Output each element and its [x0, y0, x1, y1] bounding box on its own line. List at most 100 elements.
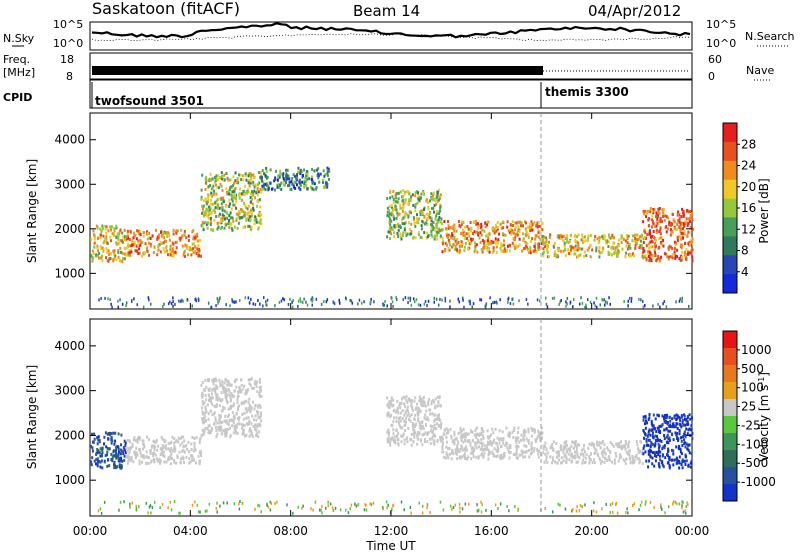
velocity-echo-cell [255, 382, 258, 386]
power-echo-cell [280, 187, 283, 191]
power-echo-cell [168, 238, 171, 242]
velocity-echo-cell [170, 447, 173, 450]
velocity-echo-cell [95, 457, 98, 461]
power-echo-cell [493, 231, 496, 235]
power-echo-cell [454, 239, 457, 243]
power-echo-cell [651, 214, 654, 218]
velocity-echo-cell [114, 431, 117, 435]
power-echo-cell [220, 219, 223, 223]
velocity-echo-cell [470, 451, 473, 455]
velocity-echo-cell [171, 435, 174, 439]
velocity-echo-cell [217, 426, 220, 429]
velocity-echo-cell [235, 431, 238, 434]
power-echo-cell [193, 242, 196, 246]
power-echo-cell [263, 172, 266, 176]
power-echo-cell [446, 234, 449, 238]
power-echo-cell [666, 227, 669, 231]
velocity-echo-cell [669, 423, 672, 427]
velocity-echo-cell [222, 429, 225, 433]
velocity-noise-cell [468, 502, 470, 506]
power-echo-cell [225, 204, 228, 208]
velocity-echo-cell [669, 425, 672, 429]
velocity-echo-cell [202, 411, 205, 415]
power-echo-cell [574, 244, 577, 248]
velocity-noise-cell [386, 506, 388, 510]
velocity-echo-cell [448, 447, 451, 451]
power-echo-cell [501, 220, 504, 224]
velocity-echo-cell [422, 404, 425, 408]
velocity-echo-cell [231, 411, 234, 415]
velocity-echo-cell [556, 454, 559, 458]
power-echo-cell [216, 227, 219, 231]
power-echo-cell [324, 173, 327, 176]
velocity-echo-cell [575, 460, 578, 464]
velocity-echo-cell [660, 440, 663, 443]
velocity-echo-cell [136, 453, 139, 457]
velocity-echo-cell [208, 387, 211, 391]
noise-left-tick-bottom: 10^0 [53, 37, 83, 50]
velocity-noise-cell [215, 506, 218, 510]
power-echo-cell [176, 229, 179, 233]
velocity-echo-cell [565, 461, 568, 464]
velocity-echo-cell [486, 443, 489, 447]
velocity-echo-cell [644, 426, 647, 430]
power-echo-cell [419, 213, 422, 217]
velocity-echo-cell [672, 438, 675, 442]
power-echo-cell [130, 248, 133, 252]
velocity-echo-cell [191, 455, 194, 459]
power-echo-cell [479, 231, 482, 235]
velocity-echo-cell [428, 408, 431, 412]
power-echo-cell [502, 226, 505, 230]
velocity-noise-cell [269, 508, 272, 512]
power-echo-cell [201, 173, 204, 177]
velocity-echo-cell [583, 461, 586, 465]
velocity-echo-cell [546, 451, 549, 455]
power-echo-cell [421, 191, 424, 195]
power-colorbar-swatch [723, 217, 737, 237]
power-echo-cell [515, 244, 517, 248]
velocity-echo-band [542, 439, 644, 466]
power-echo-cell [663, 208, 666, 212]
velocity-echo-cell [467, 455, 470, 459]
power-echo-cell [238, 173, 240, 177]
power-noise-cell [395, 296, 397, 299]
velocity-echo-cell [576, 447, 578, 451]
velocity-echo-cell [624, 448, 627, 452]
velocity-echo-cell [110, 441, 113, 445]
velocity-echo-cell [487, 453, 490, 457]
power-echo-cell [250, 214, 253, 218]
power-echo-cell [611, 245, 614, 249]
velocity-echo-cell [479, 441, 482, 445]
power-echo-cell [437, 218, 440, 222]
power-echo-cell [202, 228, 205, 232]
velocity-echo-cell [462, 435, 465, 439]
velocity-echo-cell [215, 429, 218, 432]
freq-panel-frame [89, 52, 693, 80]
power-echo-cell [435, 202, 438, 206]
velocity-echo-cell [596, 440, 599, 444]
power-echo-cell [574, 246, 577, 250]
power-echo-cell [163, 236, 165, 240]
velocity-echo-cell [225, 429, 228, 433]
power-echo-cell [410, 229, 413, 233]
velocity-echo-cell [230, 418, 233, 422]
velocity-echo-cell [409, 419, 412, 423]
power-noise-cell [280, 299, 283, 303]
power-echo-cell [135, 237, 138, 241]
power-echo-cell [258, 198, 261, 202]
velocity-noise-cell [321, 511, 323, 515]
power-noise-cell [627, 299, 629, 303]
power-echo-cell [127, 236, 129, 240]
velocity-echo-cell [470, 457, 473, 461]
power-echo-cell [568, 252, 571, 255]
power-echo-cell [105, 237, 108, 241]
power-noise-cell [675, 300, 677, 304]
power-echo-cell [534, 237, 537, 241]
velocity-echo-cell [524, 455, 527, 459]
velocity-echo-cell [475, 426, 478, 430]
power-echo-cell [568, 239, 571, 243]
power-echo-cell [293, 174, 296, 178]
velocity-echo-cell [474, 441, 477, 445]
power-echo-cell [215, 192, 218, 196]
velocity-noise-cell [318, 508, 321, 512]
